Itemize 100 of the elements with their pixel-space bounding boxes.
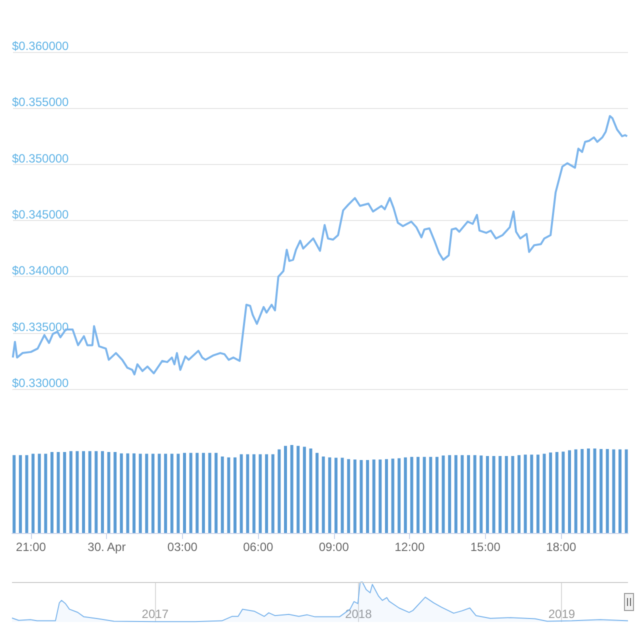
- bar: [586, 448, 590, 533]
- bar: [398, 458, 401, 533]
- bar: [284, 446, 287, 533]
- bar: [88, 451, 92, 533]
- bar: [100, 451, 104, 533]
- bar: [170, 454, 174, 533]
- bar: [454, 455, 458, 533]
- bar: [176, 454, 180, 533]
- bar: [220, 456, 224, 533]
- bar: [574, 449, 578, 533]
- bar: [448, 455, 452, 533]
- bar: [271, 454, 274, 533]
- bar: [234, 457, 237, 533]
- bar: [69, 451, 72, 533]
- bar: [429, 456, 432, 533]
- x-tick-label: 30. Apr: [88, 540, 126, 554]
- y-tick-label: $0.335000: [12, 320, 70, 334]
- x-tick-label: 06:00: [243, 540, 274, 554]
- y-tick-label: $0.350000: [12, 151, 70, 166]
- bar: [132, 453, 136, 533]
- bar: [435, 456, 438, 533]
- bar: [208, 452, 212, 533]
- bar: [549, 452, 552, 533]
- bar: [442, 456, 445, 533]
- bar: [246, 454, 250, 533]
- x-tick-label: 2017: [142, 607, 169, 621]
- bar: [309, 448, 312, 533]
- bar: [202, 452, 205, 533]
- bar: [460, 455, 464, 533]
- bar: [580, 448, 584, 533]
- bar: [56, 452, 60, 533]
- bar: [252, 454, 256, 533]
- bar: [138, 454, 142, 533]
- y-tick-label: $0.345000: [12, 208, 70, 222]
- bar: [334, 458, 338, 533]
- bar: [486, 456, 489, 533]
- bar: [38, 454, 41, 533]
- bar: [340, 458, 344, 533]
- bar: [530, 454, 534, 533]
- bar: [416, 456, 420, 533]
- bar: [265, 454, 268, 533]
- bar: [518, 455, 521, 533]
- bar: [480, 456, 483, 533]
- bar: [504, 456, 508, 533]
- x-tick-label: 12:00: [394, 540, 425, 554]
- bar: [391, 458, 394, 533]
- bar: [600, 448, 603, 533]
- bar: [240, 454, 243, 533]
- y-tick-label: $0.360000: [12, 39, 70, 53]
- bar: [183, 452, 186, 533]
- bar: [404, 457, 407, 533]
- bar: [360, 460, 363, 533]
- bar: [63, 452, 66, 533]
- bar: [378, 460, 382, 533]
- bar: [151, 454, 154, 533]
- bar: [422, 456, 426, 533]
- bar: [145, 454, 148, 533]
- bar: [347, 459, 350, 533]
- bar: [278, 449, 281, 533]
- x-tick-label: 03:00: [167, 540, 198, 554]
- bar: [366, 460, 370, 533]
- bar: [353, 460, 356, 533]
- bar: [612, 449, 616, 533]
- y-tick-label: $0.355000: [12, 95, 70, 110]
- bar: [555, 452, 558, 533]
- bar: [126, 453, 130, 533]
- bar: [114, 452, 117, 533]
- bar: [120, 453, 123, 533]
- bar: [50, 452, 54, 533]
- x-tick-label: 21:00: [16, 540, 46, 554]
- bar: [618, 449, 622, 533]
- bar: [302, 446, 306, 533]
- bar: [624, 449, 628, 533]
- x-tick-label: 2018: [345, 607, 372, 621]
- bar: [107, 452, 110, 533]
- bar: [372, 460, 376, 533]
- bar: [473, 455, 476, 533]
- bar: [44, 454, 48, 533]
- bar: [593, 448, 596, 533]
- x-tick-label: 15:00: [470, 540, 501, 554]
- x-tick-label: 18:00: [546, 540, 576, 554]
- bar: [290, 445, 294, 533]
- bar: [384, 459, 388, 533]
- bar: [76, 451, 79, 533]
- bar: [467, 455, 470, 533]
- bar: [82, 451, 86, 533]
- bar: [94, 451, 98, 533]
- bar: [492, 456, 496, 533]
- x-tick-label: 09:00: [318, 540, 350, 554]
- bar: [328, 457, 332, 533]
- bar: [498, 456, 502, 533]
- x-tick-label: 2019: [548, 607, 576, 621]
- bar: [258, 454, 262, 533]
- bar: [568, 450, 572, 533]
- bar: [164, 454, 168, 533]
- bar: [189, 452, 192, 533]
- bar: [196, 452, 199, 533]
- bar: [536, 454, 540, 533]
- bar: [524, 454, 527, 533]
- bar: [322, 456, 325, 533]
